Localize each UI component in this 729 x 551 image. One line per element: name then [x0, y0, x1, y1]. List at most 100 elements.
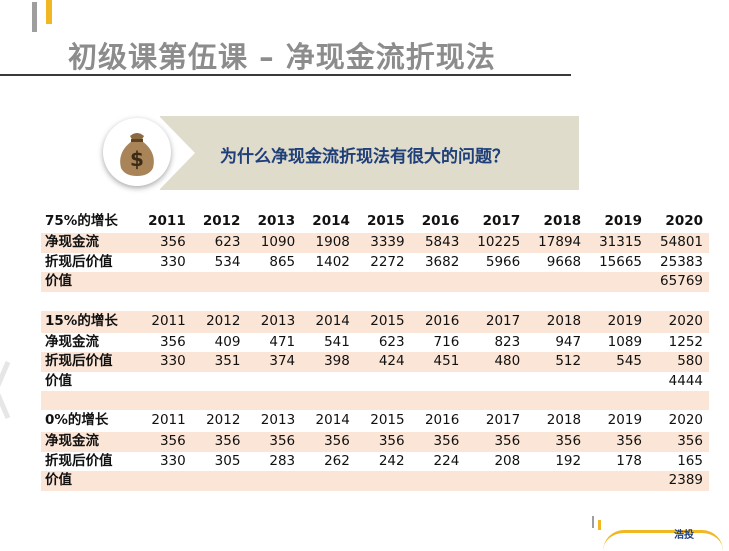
year-cell: 2011: [148, 213, 186, 230]
year-cell: 2013: [246, 310, 302, 333]
year-cell: 2014: [301, 310, 356, 333]
table-row: 净现金流 356 623 1090 1908 3339 5843 10225 1…: [41, 233, 709, 253]
value-cell: 17894: [526, 233, 588, 253]
year-cell: 2018: [546, 412, 582, 429]
value-cell: 356: [191, 432, 247, 452]
value-cell: 1090: [246, 233, 302, 253]
value-cell: 534: [214, 253, 241, 270]
row-label: 价值: [45, 372, 72, 389]
value-cell: 1089: [607, 333, 643, 350]
table-row: 净现金流 356 409 471 541 623 716 823 947 108…: [41, 333, 709, 353]
row-label: 净现金流: [45, 333, 99, 350]
value-cell: 623: [191, 233, 247, 253]
year-cell: 2020: [648, 310, 709, 333]
value-cell: 947: [555, 333, 582, 350]
value-cell: 1908: [301, 233, 356, 253]
year-cell: 2018: [526, 310, 588, 333]
growth-rate-label: 75%的增长: [45, 213, 118, 230]
year-cell: 2015: [367, 213, 405, 230]
value-cell: 865: [269, 253, 296, 270]
value-cell: 330: [159, 452, 186, 469]
value-cell: 305: [214, 452, 241, 469]
year-cell: 2015: [355, 310, 411, 333]
year-cell: 2016: [424, 412, 460, 429]
value-cell: 242: [378, 452, 405, 469]
year-cell: 2013: [260, 412, 296, 429]
value-cell: 356: [246, 432, 302, 452]
value-cell: 451: [410, 352, 466, 372]
value-cell: 165: [677, 452, 703, 469]
year-cell: 2012: [191, 310, 247, 333]
year-cell: 2019: [604, 213, 643, 230]
table-row: 折现后价值 330 351 374 398 424 451 480 512 54…: [41, 352, 709, 372]
value-cell: 409: [214, 333, 241, 350]
value-cell: 398: [301, 352, 356, 372]
year-cell: 2012: [206, 412, 241, 429]
year-cell: 2018: [543, 213, 582, 230]
value-cell: 356: [410, 432, 466, 452]
year-cell: 2013: [257, 213, 296, 230]
value-cell: 541: [324, 333, 350, 350]
page-title: 初级课第伍课 – 净现金流折现法: [68, 40, 496, 74]
table-row: 价值 2389: [41, 471, 709, 491]
year-cell: 2017: [485, 412, 521, 429]
year-cell: 2016: [421, 213, 460, 230]
value-cell: 356: [159, 333, 186, 350]
year-cell: 2014: [315, 412, 350, 429]
value-cell: 356: [587, 432, 649, 452]
year-cell: 2012: [202, 213, 241, 230]
value-cell: 356: [526, 432, 588, 452]
value-cell: 178: [616, 452, 643, 469]
value-cell: 224: [433, 452, 460, 469]
value-cell: 208: [494, 452, 521, 469]
year-cell: 2019: [587, 310, 649, 333]
value-cell: 5843: [410, 233, 466, 253]
value-cell: 10225: [465, 233, 527, 253]
table-row: 价值 4444: [41, 372, 709, 392]
value-cell: 5966: [485, 253, 521, 270]
value-cell: 580: [648, 352, 709, 372]
dcf-comparison-table: 75%的增长 2011 2012 2013 2014 2015 2016 201…: [41, 211, 709, 491]
row-label: 净现金流: [41, 233, 137, 253]
year-cell: 2017: [482, 213, 521, 230]
accent-bar-gold: [46, 0, 52, 24]
value-cell: 3339: [355, 233, 411, 253]
row-label: 折现后价值: [45, 253, 113, 270]
value-cell: 192: [555, 452, 582, 469]
row-label: 净现金流: [41, 432, 137, 452]
title-divider: [0, 74, 571, 76]
row-label: 折现后价值: [45, 452, 113, 469]
value-cell: 330: [137, 352, 192, 372]
value-cell: 356: [137, 432, 192, 452]
value-cell: 262: [324, 452, 350, 469]
svg-text:$: $: [130, 147, 144, 171]
table-row: 净现金流 356 356 356 356 356 356 356 356 356…: [41, 432, 709, 452]
value-cell: 356: [465, 432, 527, 452]
value-cell: 623: [378, 333, 405, 350]
year-cell: 2014: [312, 213, 350, 230]
value-cell: 9668: [546, 253, 582, 270]
value-cell: 54801: [648, 233, 709, 253]
logo-arc: [603, 530, 723, 551]
value-cell: 1252: [668, 333, 703, 350]
year-cell: 2015: [370, 412, 405, 429]
total-value-cell: 4444: [668, 372, 703, 389]
row-label: 折现后价值: [41, 352, 137, 372]
value-cell: 356: [301, 432, 356, 452]
value-cell: 31315: [587, 233, 649, 253]
table-row: 折现后价值 330 305 283 262 242 224 208 192 17…: [41, 452, 709, 472]
question-text: 为什么净现金流折现法有很大的问题？: [220, 147, 509, 167]
year-cell: 2011: [137, 310, 192, 333]
accent-bar-gray: [32, 2, 37, 32]
value-cell: 545: [587, 352, 649, 372]
value-cell: 356: [137, 233, 192, 253]
total-value-cell: 2389: [648, 471, 709, 491]
value-cell: 471: [269, 333, 296, 350]
value-cell: 356: [355, 432, 411, 452]
value-cell: 424: [355, 352, 411, 372]
table-row: 折现后价值 330 534 865 1402 2272 3682 5966 96…: [41, 253, 709, 273]
logo-mark-icon: [592, 516, 601, 530]
year-cell: 2020: [668, 412, 703, 429]
table-row: 15%的增长 2011 2012 2013 2014 2015 2016 201…: [41, 310, 709, 333]
year-cell: 2020: [665, 213, 703, 230]
